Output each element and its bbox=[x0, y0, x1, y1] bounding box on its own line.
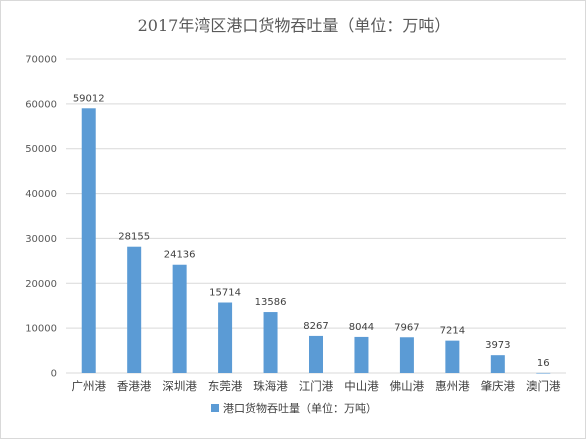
bar bbox=[490, 355, 505, 373]
bar bbox=[172, 264, 187, 373]
data-labels: 59012 28155 24136 15714 13586 8267 8044 7967 721… bbox=[73, 93, 550, 369]
category-label: 惠州港 bbox=[435, 379, 470, 393]
bars bbox=[81, 108, 551, 374]
legend-label: 港口货物吞吐量（单位：万吨） bbox=[223, 402, 377, 415]
chart-title: 2017年湾区港口货物吞吐量（单位：万吨） bbox=[137, 16, 451, 35]
category-label: 中山港 bbox=[344, 379, 379, 393]
y-tick-label: 0 bbox=[51, 369, 57, 380]
bar bbox=[218, 302, 233, 373]
category-label: 广州港 bbox=[71, 379, 106, 393]
data-label: 8267 bbox=[303, 321, 328, 332]
bar bbox=[127, 246, 142, 373]
bar bbox=[536, 372, 551, 374]
data-label: 24136 bbox=[164, 250, 196, 261]
y-tick-label: 70000 bbox=[25, 55, 57, 66]
bar bbox=[399, 337, 414, 373]
category-label: 东莞港 bbox=[208, 379, 243, 393]
bar bbox=[445, 340, 460, 373]
category-label: 江门港 bbox=[299, 379, 334, 393]
data-label: 7967 bbox=[394, 322, 419, 333]
legend-swatch bbox=[211, 404, 219, 412]
data-label: 59012 bbox=[73, 93, 105, 104]
data-label: 3973 bbox=[485, 340, 510, 351]
category-label: 珠海港 bbox=[253, 379, 288, 393]
bar bbox=[309, 335, 323, 373]
category-label: 深圳港 bbox=[162, 379, 197, 393]
category-label: 肇庆港 bbox=[481, 379, 516, 393]
category-label: 澳门港 bbox=[526, 379, 561, 393]
bar bbox=[354, 336, 369, 373]
bar bbox=[263, 312, 278, 373]
y-tick-label: 10000 bbox=[25, 324, 57, 335]
data-label: 15714 bbox=[209, 288, 241, 299]
x-axis-category-labels: 广州港 香港港 深圳港 东莞港 珠海港 江门港 中山港 佛山港 惠州港 肇庆港 澳门港 bbox=[71, 379, 561, 393]
bar bbox=[81, 108, 96, 373]
category-label: 香港港 bbox=[117, 379, 152, 393]
y-tick-label: 40000 bbox=[25, 189, 57, 200]
legend: 港口货物吞吐量（单位：万吨） bbox=[1, 400, 586, 416]
y-axis-tick-labels: 0 10000 20000 30000 40000 50000 60000 70000 bbox=[25, 55, 57, 380]
data-label: 28155 bbox=[118, 232, 150, 243]
category-label: 佛山港 bbox=[390, 379, 425, 393]
data-label: 7214 bbox=[440, 326, 465, 337]
data-label: 13586 bbox=[255, 297, 287, 308]
y-tick-label: 50000 bbox=[25, 144, 57, 155]
data-label: 16 bbox=[537, 358, 550, 369]
y-tick-label: 20000 bbox=[25, 279, 57, 290]
y-tick-label: 30000 bbox=[25, 234, 57, 245]
y-tick-label: 60000 bbox=[25, 99, 57, 110]
data-label: 8044 bbox=[349, 322, 374, 333]
